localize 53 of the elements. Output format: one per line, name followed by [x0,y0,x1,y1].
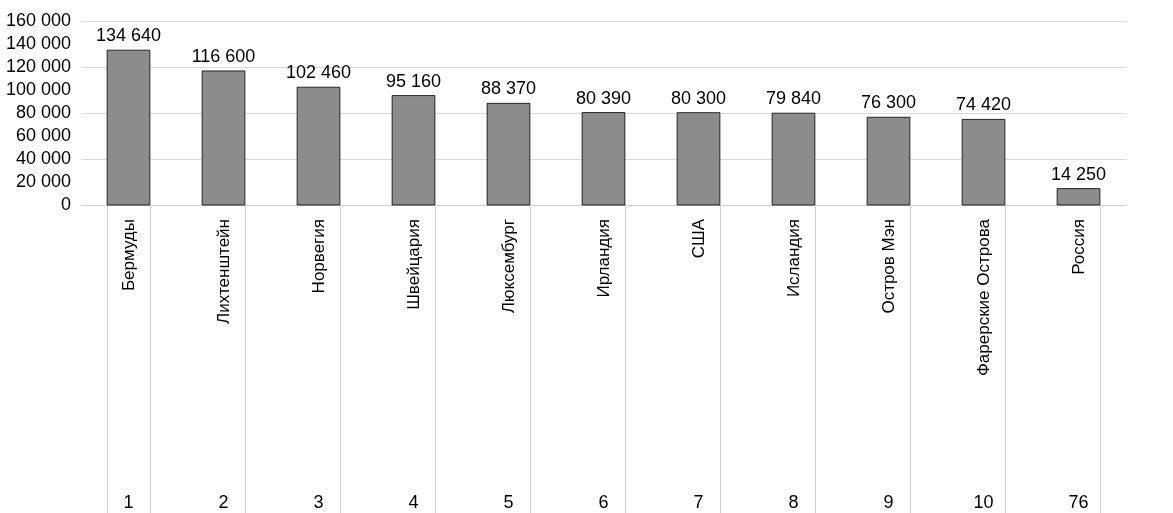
bar [391,95,436,206]
text: 10 [973,492,994,512]
text: 8 [788,492,799,512]
y-tick-label: 160 000 [5,10,71,30]
data-label: 95 160 [385,70,442,91]
text: 1 [123,492,134,512]
bar [581,112,626,206]
y-tick-label: 100 000 [5,79,71,99]
data-label: 79 840 [765,88,822,109]
data-label: 14 250 [1050,163,1107,184]
x-tick-label: Норвегия [308,219,328,294]
x-tick-label: Россия [1068,219,1088,275]
bar [961,119,1006,206]
text: 5 [503,492,514,512]
data-label: 102 460 [285,62,352,83]
data-label: 80 300 [670,87,727,108]
text: 76 [1068,492,1089,512]
x-tick-label: Швейцария [403,219,423,310]
y-tick-label: 140 000 [5,33,71,53]
x-tick-label: Лихтенштейн [213,219,233,324]
data-label: 74 420 [955,94,1012,115]
bar [1056,188,1101,206]
text: 6 [598,492,609,512]
x-tick-label: Фарерские Острова [973,218,993,377]
x-tick-label: Ирландия [593,219,613,298]
y-tick-label: 60 000 [15,125,71,145]
text: 9 [883,492,894,512]
data-label: 76 300 [860,92,917,113]
text: 7 [693,492,704,512]
bar [676,112,721,206]
data-label: 134 640 [95,25,162,46]
bar [201,70,246,206]
x-tick-label: Бермуды [118,219,138,292]
text: 3 [313,492,324,512]
bar [866,116,911,206]
x-tick-label: Исландия [783,219,803,298]
data-label: 116 600 [191,45,256,66]
x-tick-label: Люксембург [498,219,518,314]
y-tick-label: 120 000 [5,56,71,76]
bar [771,112,816,206]
x-tick-label: США [688,218,708,259]
data-label: 80 390 [575,87,632,108]
y-tick-label: 40 000 [15,148,71,168]
x-tick-label: Остров Мэн [878,219,898,314]
y-tick-label: 0 [60,194,71,214]
text: 4 [408,492,419,512]
bar [106,49,151,206]
bar [486,102,531,206]
text: 2 [218,492,229,512]
y-tick-label: 80 000 [15,102,71,122]
bar [296,86,341,206]
y-tick-label: 20 000 [15,171,71,191]
data-label: 88 370 [480,78,537,99]
